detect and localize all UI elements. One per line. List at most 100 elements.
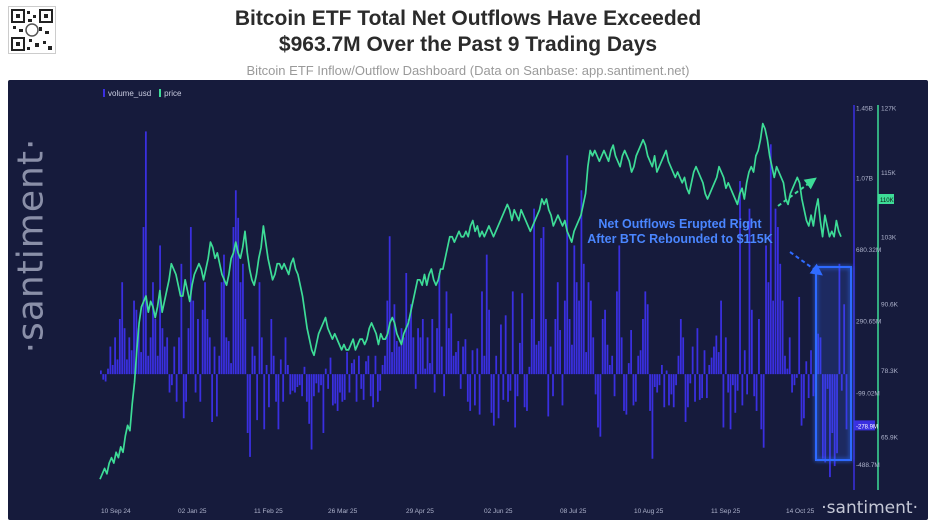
volume-bar [287, 364, 289, 375]
volume-bar [104, 374, 107, 382]
volume-bar [298, 374, 301, 386]
volume-bar [488, 309, 490, 375]
volume-bar [282, 374, 285, 402]
volume-bar [720, 300, 722, 375]
volume-bar [308, 374, 311, 424]
x-tick-label: 10 Sep 24 [101, 508, 131, 515]
volume-bar [220, 282, 223, 375]
volume-bar [315, 374, 318, 384]
volume-bar [582, 263, 585, 375]
volume-bar [242, 263, 244, 375]
volume-bar [215, 374, 218, 417]
volume-bar [495, 355, 498, 375]
volume-tick-label: 680.32M [856, 247, 881, 254]
volume-bar [455, 352, 457, 375]
volume-bar [807, 374, 810, 399]
volume-bar [336, 374, 339, 411]
volume-bar [694, 374, 696, 402]
volume-bar [459, 374, 462, 389]
volume-bar [556, 282, 559, 375]
volume-bar [743, 350, 746, 375]
volume-bar [367, 355, 370, 375]
volume-bar [632, 374, 635, 406]
volume-bar [554, 318, 557, 375]
santiment-watermark-vertical: ·santiment· [10, 137, 52, 353]
volume-bar [616, 291, 618, 375]
volume-bar [492, 374, 495, 426]
title-line-2: $963.7M Over the Past 9 Trading Days [278, 33, 658, 56]
price-tick-label: 103K [881, 235, 897, 242]
volume-bar [317, 374, 320, 393]
volume-bar [679, 318, 682, 375]
volume-bar [481, 291, 483, 375]
legend-price[interactable]: price [159, 89, 181, 98]
volume-bar [675, 374, 677, 386]
volume-bar [701, 374, 704, 399]
volume-bar [535, 344, 538, 375]
volume-bar [772, 300, 775, 375]
volume-bar [234, 190, 237, 375]
volume-bar [580, 190, 583, 375]
chart-title: Bitcoin ETF Total Net Outflows Have Exce… [120, 6, 816, 58]
volume-bar [684, 374, 687, 422]
volume-bar [374, 355, 377, 375]
volume-bar [128, 337, 131, 375]
volume-bar [587, 282, 590, 375]
volume-bar [509, 374, 512, 391]
volume-current-badge-label: -278.9M [856, 424, 878, 430]
volume-bar [724, 337, 727, 375]
x-tick-label: 14 Oct 25 [786, 508, 815, 515]
volume-bar [447, 328, 450, 375]
volume-bar [691, 346, 694, 375]
volume-bar [388, 236, 391, 375]
volume-bar [521, 293, 524, 375]
volume-bar [395, 341, 398, 375]
volume-bar [445, 291, 448, 375]
volume-bar [665, 370, 668, 375]
volume-bar [656, 374, 659, 393]
volume-bar [265, 364, 268, 375]
volume-bar [107, 368, 109, 375]
x-tick-label: 26 Mar 25 [328, 508, 358, 515]
volume-bar [253, 355, 256, 375]
volume-bar [651, 374, 654, 459]
volume-bar [346, 352, 348, 375]
volume-bar [578, 300, 580, 375]
volume-bar [192, 300, 195, 375]
volume-bar [504, 315, 507, 375]
volume-bar [438, 273, 441, 375]
volume-bar [268, 374, 270, 408]
volume-bar [277, 374, 280, 430]
volume-bar [291, 374, 294, 391]
volume-bar [225, 337, 228, 375]
volume-bar [668, 374, 670, 406]
volume-bar [537, 341, 540, 375]
volume-bar [365, 361, 367, 375]
volume-bar [171, 374, 173, 386]
volume-bar [592, 337, 595, 375]
volume-bar [507, 374, 509, 402]
x-tick-label: 29 Apr 25 [406, 508, 434, 515]
volume-tick-label: -99.02M [856, 390, 880, 397]
legend: volume_usd price [103, 89, 181, 98]
outflow-arrow [789, 251, 823, 276]
volume-bar [272, 355, 275, 375]
volume-bar [784, 355, 786, 375]
volume-bar [687, 374, 689, 408]
volume-bar [800, 374, 803, 426]
volume-bar [431, 318, 434, 375]
volume-bar [566, 155, 569, 375]
legend-volume[interactable]: volume_usd [103, 89, 151, 98]
volume-bar [530, 318, 533, 375]
volume-bar [696, 328, 699, 375]
price-tick-label: 65.9K [881, 435, 899, 442]
volume-bar [348, 374, 351, 393]
volume-bar [279, 359, 282, 375]
volume-bar [140, 352, 143, 375]
volume-bar [168, 374, 171, 393]
volume-bar [786, 368, 789, 375]
volume-bar [133, 300, 135, 375]
volume-bar [381, 364, 384, 375]
price-arrow [777, 177, 817, 207]
volume-bar [419, 337, 422, 375]
